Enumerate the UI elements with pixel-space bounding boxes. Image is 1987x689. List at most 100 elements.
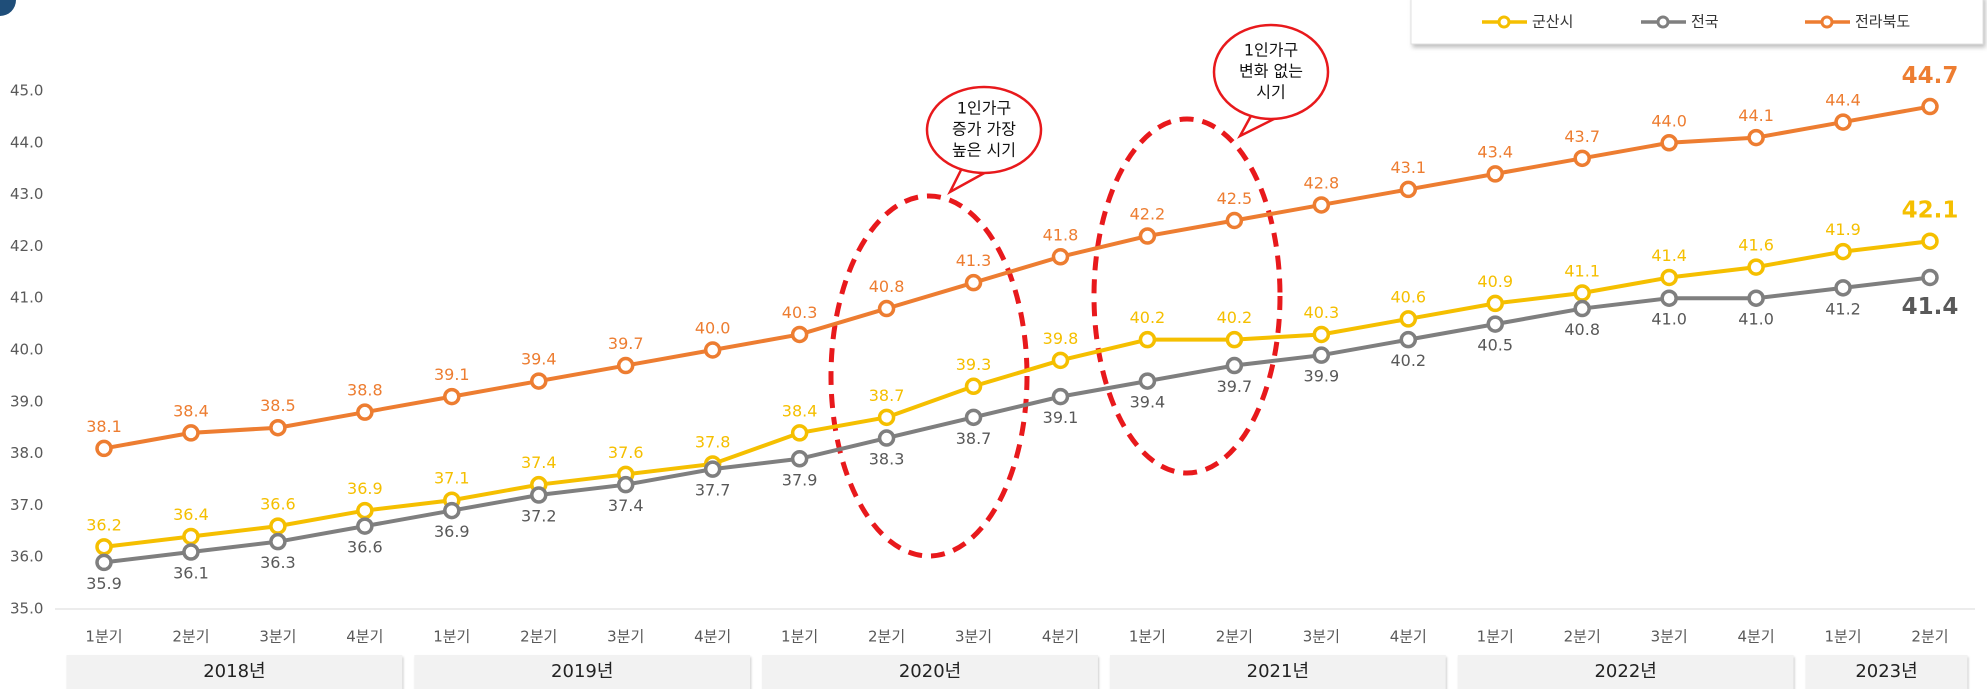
data-point: [1051, 248, 1070, 266]
annotation-text: 증가 가장: [952, 120, 1016, 139]
data-point: [1486, 165, 1504, 183]
data-point: [1399, 180, 1418, 199]
data-point: [1312, 196, 1331, 214]
data-point: [356, 403, 374, 421]
x-tick-label: 4분기: [694, 628, 731, 646]
data-label: 39.7: [608, 334, 644, 353]
y-tick-label: 37.0: [10, 496, 43, 514]
data-point: [269, 517, 287, 535]
data-point: [1225, 330, 1244, 349]
annotation-text: 시기: [1256, 83, 1285, 102]
data-point: [1660, 134, 1678, 152]
data-point: [443, 501, 461, 520]
data-label: 40.9: [1477, 272, 1513, 291]
x-tick-label: 2분기: [1216, 628, 1253, 646]
data-label: 36.4: [173, 505, 209, 524]
data-label: 38.3: [869, 450, 905, 469]
data-label: 40.2: [1390, 351, 1426, 370]
year-bar: [1457, 655, 1794, 689]
year-bar: [762, 655, 1098, 689]
year-label: 2019년: [551, 661, 613, 682]
year-bar: [1109, 655, 1446, 689]
data-label: 40.3: [782, 303, 818, 322]
series-line: [103, 275, 1931, 565]
legend-marker: [1656, 15, 1670, 29]
data-label: 44.0: [1651, 111, 1687, 130]
annotation-text: 변화 없는: [1239, 62, 1303, 81]
data-point: [269, 532, 287, 551]
x-tick-label: 3분기: [607, 628, 644, 646]
x-tick-label: 3분기: [1651, 628, 1688, 646]
data-label: 41.4: [1902, 294, 1959, 320]
legend-label: 전라북도: [1855, 13, 1910, 31]
y-tick-label: 36.0: [10, 548, 43, 566]
data-label: 37.6: [608, 443, 644, 462]
data-label: 43.7: [1564, 127, 1600, 146]
data-point: [95, 538, 113, 556]
year-bar: [1805, 655, 1968, 689]
year-label: 2021년: [1247, 661, 1309, 682]
y-tick-label: 41.0: [10, 289, 43, 307]
data-label: 37.2: [521, 507, 557, 526]
data-label: 43.1: [1390, 158, 1426, 177]
data-point: [443, 387, 461, 406]
callout-bubble: [1212, 23, 1330, 121]
data-point: [1573, 299, 1591, 318]
legend-label: 군산시: [1532, 13, 1573, 31]
data-label: 39.4: [1130, 393, 1166, 412]
annotation-text: 1인가구: [957, 99, 1011, 118]
data-point: [1573, 149, 1591, 168]
data-point: [1573, 284, 1591, 302]
year-label: 2018년: [203, 661, 265, 682]
data-point: [1834, 113, 1852, 131]
data-point: [95, 553, 113, 572]
data-point: [703, 341, 722, 359]
data-point: [1225, 356, 1244, 375]
x-tick-label: 1분기: [1129, 628, 1166, 646]
year-label: 2023년: [1855, 661, 1917, 682]
data-point: [1138, 372, 1157, 390]
series-line: [103, 104, 1931, 451]
x-tick-label: 1분기: [1824, 628, 1861, 646]
data-label: 40.2: [1217, 308, 1253, 327]
y-tick-label: 42.0: [10, 237, 43, 255]
data-point: [877, 408, 896, 427]
data-label: 36.1: [173, 564, 209, 583]
data-label: 37.4: [521, 453, 557, 472]
data-label: 39.3: [956, 355, 992, 374]
data-label: 38.4: [782, 401, 818, 420]
x-tick-label: 4분기: [1738, 628, 1775, 646]
data-point: [1747, 258, 1765, 276]
data-point: [790, 325, 809, 344]
data-point: [530, 486, 548, 504]
data-point: [1921, 97, 1939, 116]
data-label: 36.9: [347, 479, 383, 498]
data-point: [1312, 325, 1331, 344]
data-point: [1138, 330, 1157, 349]
data-point: [616, 356, 635, 375]
x-tick-label: 2분기: [868, 628, 905, 646]
data-point: [964, 273, 983, 292]
data-label: 39.1: [1043, 408, 1079, 427]
data-label: 40.2: [1130, 308, 1166, 327]
data-point: [790, 424, 809, 442]
y-tick-label: 40.0: [10, 341, 43, 359]
data-label: 40.6: [1390, 287, 1426, 306]
data-label: 41.6: [1738, 236, 1774, 255]
data-label: 41.9: [1825, 220, 1861, 239]
data-label: 36.2: [86, 515, 122, 534]
data-label: 36.3: [260, 553, 296, 572]
data-label: 42.1: [1902, 198, 1959, 224]
data-point: [1921, 268, 1939, 287]
data-label: 40.8: [869, 277, 905, 296]
data-label: 37.8: [695, 432, 731, 451]
annotation-text: 높은 시기: [952, 141, 1016, 160]
x-tick-label: 2분기: [172, 628, 209, 646]
data-point: [269, 418, 287, 437]
data-point: [1051, 387, 1070, 406]
data-label: 35.9: [86, 574, 122, 593]
x-tick-label: 1분기: [85, 628, 122, 646]
data-point: [1834, 242, 1852, 261]
data-label: 37.9: [782, 470, 818, 489]
